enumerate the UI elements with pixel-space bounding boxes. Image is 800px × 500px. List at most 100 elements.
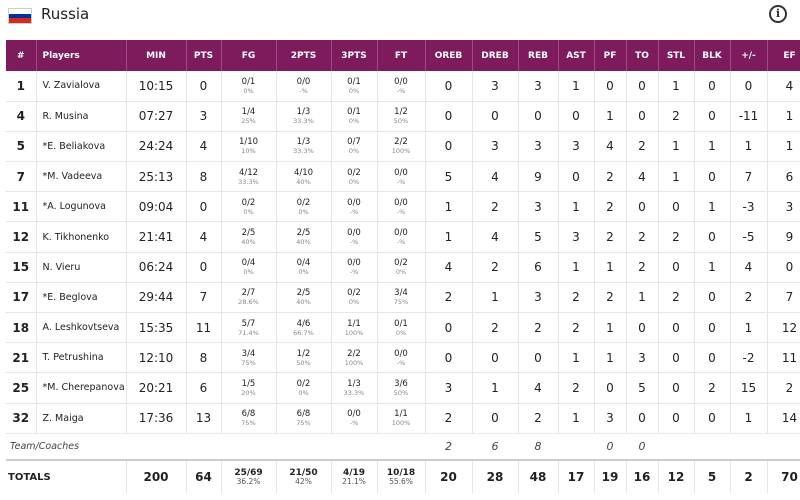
pf-cell: 2 [594, 282, 627, 314]
three-pts-cell: 0/2 0% [331, 282, 378, 314]
two-pts-cell-percentage: 66.7% [293, 328, 314, 337]
pf-cell: 2 [594, 221, 627, 253]
ef-cell: 4 [767, 71, 800, 102]
column-header-ef[interactable]: EF [767, 40, 800, 71]
column-header-blk[interactable]: BLK [694, 40, 731, 71]
fg-cell-percentage: 75% [241, 419, 256, 428]
three-pts-cell: 0/1 0% [331, 101, 378, 132]
totals-pm: 2 [730, 459, 768, 494]
three-pts-cell: 0/0 -% [331, 403, 378, 434]
fg-cell-made-attempted: 2/7 [241, 288, 256, 299]
player-name-link[interactable]: *M. Cherepanova [36, 372, 127, 404]
column-header-to[interactable]: TO [626, 40, 659, 71]
column-header-plus-minus[interactable]: +/- [730, 40, 768, 71]
player-number: 1 [6, 71, 37, 102]
player-name-link[interactable]: N. Vieru [36, 252, 127, 283]
player-number: 15 [6, 252, 37, 283]
ft-cell: 3/4 75% [377, 282, 426, 314]
three-pts-cell: 1/3 33.3% [331, 372, 378, 404]
player-name-link[interactable]: R. Musina [36, 101, 127, 132]
dreb-cell: 4 [472, 161, 519, 193]
blk-cell: 0 [694, 221, 731, 253]
team-name: Russia [41, 5, 90, 23]
column-header-players[interactable]: Players [36, 40, 127, 71]
three-pts-cell-percentage: -% [349, 207, 359, 216]
totals-pf: 19 [594, 459, 627, 494]
points-cell: 4 [186, 221, 222, 253]
player-name-link[interactable]: *E. Beliakova [36, 131, 127, 163]
player-name-link[interactable]: A. Leshkovtseva [36, 312, 127, 344]
column-header-dreb[interactable]: DREB [472, 40, 519, 71]
info-icon[interactable]: i [769, 5, 787, 23]
fg-cell: 3/4 75% [221, 342, 277, 374]
stl-cell: 0 [658, 342, 695, 374]
column-header-ft[interactable]: FT [377, 40, 426, 71]
three-pts-cell-made-attempted: 0/0 [347, 197, 361, 208]
pm-cell: 1 [730, 312, 768, 344]
two-pts-cell-made-attempted: 0/4 [296, 258, 311, 269]
three-pts-cell: 0/1 0% [331, 71, 378, 102]
column-header-number[interactable]: # [6, 40, 37, 71]
two-pts-cell: 1/3 33.3% [276, 131, 332, 163]
minutes-cell: 25:13 [126, 161, 187, 193]
player-number: 11 [6, 191, 37, 223]
blk-cell: 1 [694, 191, 731, 223]
three-pts-cell: 0/0 -% [331, 221, 378, 253]
column-header-3pts[interactable]: 3PTS [331, 40, 378, 71]
dreb-cell: 0 [472, 342, 519, 374]
table-row: 1 V. Zavialova 10:15 0 0/1 0% 0/0 -% 0/1 0% 0/0 -% 0… [6, 71, 800, 102]
reb-cell: 5 [518, 221, 559, 253]
table-row: 25 *M. Cherepanova 20:21 6 1/5 20% 0/2 0% 1/3 33.… [6, 372, 800, 404]
column-header-reb[interactable]: REB [518, 40, 559, 71]
table-row: 11 *A. Logunova 09:04 0 0/2 0% 0/2 0% 0/0 -% 0/0 -%… [6, 191, 800, 223]
column-header-min[interactable]: MIN [126, 40, 187, 71]
two-pts-cell-percentage: 50% [296, 358, 311, 367]
fg-cell-percentage: 0% [243, 268, 254, 277]
ft-cell-percentage: -% [396, 238, 406, 247]
team-stl-cell [658, 433, 694, 461]
player-name-link[interactable]: Z. Maiga [36, 403, 127, 434]
player-number: 7 [6, 161, 37, 193]
player-name-link[interactable]: *E. Beglova [36, 282, 127, 314]
totals-three-pts-made-attempted: 4/19 [342, 468, 366, 479]
column-header-2pts[interactable]: 2PTS [276, 40, 332, 71]
column-header-pf[interactable]: PF [594, 40, 627, 71]
ft-cell-percentage: 100% [391, 147, 411, 156]
dreb-cell: 1 [472, 372, 519, 404]
table-row: 17 *E. Beglova 29:44 7 2/7 28.6% 2/5 40% 0/2 0% 3/… [6, 282, 800, 314]
column-header-stl[interactable]: STL [658, 40, 695, 71]
points-cell: 7 [186, 282, 222, 314]
minutes-cell: 29:44 [126, 282, 187, 314]
column-header-oreb[interactable]: OREB [425, 40, 473, 71]
totals-points: 64 [186, 459, 222, 494]
player-name-link[interactable]: K. Tikhonenko [36, 221, 127, 253]
player-name-link[interactable]: T. Petrushina [36, 342, 127, 374]
player-name-link[interactable]: V. Zavialova [36, 71, 127, 102]
three-pts-cell-percentage: 0% [348, 177, 360, 186]
player-number: 18 [6, 312, 37, 344]
russia-flag-icon [8, 8, 32, 24]
to-cell: 1 [626, 282, 659, 314]
ast-cell: 2 [558, 372, 595, 404]
reb-cell: 6 [518, 252, 559, 283]
player-name-link[interactable]: *M. Vadeeva [36, 161, 127, 193]
fg-cell-percentage: 28.6% [238, 298, 259, 307]
stl-cell: 1 [658, 71, 695, 102]
table-row: 5 *E. Beliakova 24:24 4 1/10 10% 1/3 33.3% 0/7 0%… [6, 131, 800, 163]
column-header-fg[interactable]: FG [221, 40, 277, 71]
dreb-cell: 4 [472, 221, 519, 253]
fg-cell-percentage: 40% [241, 238, 256, 247]
pf-cell: 4 [594, 131, 627, 163]
to-cell: 0 [626, 101, 659, 132]
player-name-link[interactable]: *A. Logunova [36, 191, 127, 223]
blk-cell: 0 [694, 312, 731, 344]
column-header-ast[interactable]: AST [558, 40, 595, 71]
ef-cell: 6 [767, 161, 800, 193]
two-pts-cell-percentage: 33.3% [293, 117, 314, 126]
player-number: 4 [6, 101, 37, 132]
column-header-pts[interactable]: PTS [186, 40, 222, 71]
two-pts-cell: 1/3 33.3% [276, 101, 332, 132]
ft-cell: 3/6 50% [377, 372, 426, 404]
fg-cell-made-attempted: 6/8 [241, 409, 256, 420]
table-row: 21 T. Petrushina 12:10 8 3/4 75% 1/2 50% 2/2 100%… [6, 342, 800, 374]
